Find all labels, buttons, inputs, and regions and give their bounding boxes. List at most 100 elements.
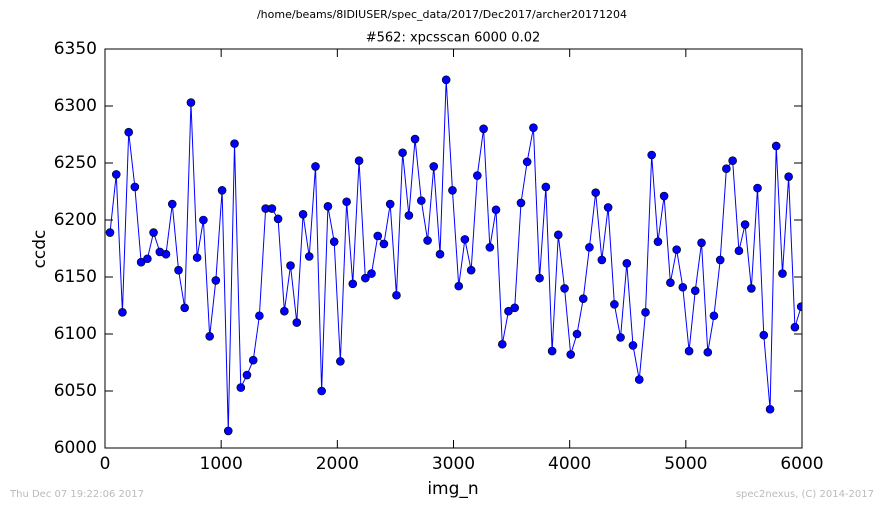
- data-point: [317, 386, 326, 396]
- data-point: [784, 172, 793, 181]
- data-point: [361, 273, 370, 283]
- x-axis-label: img_n: [427, 479, 478, 499]
- y-tick-label: 6000: [54, 438, 97, 458]
- data-point: [634, 375, 644, 384]
- data-point: [323, 202, 333, 211]
- data-point: [242, 370, 252, 380]
- data-point: [118, 308, 127, 317]
- data-point: [211, 276, 221, 285]
- data-point: [248, 355, 258, 365]
- y-axis-label: ccdc: [30, 230, 50, 269]
- data-point: [628, 341, 638, 350]
- data-point: [329, 237, 339, 246]
- x-tick-label: 4000: [548, 454, 591, 474]
- data-point: [603, 203, 613, 212]
- data-point: [684, 346, 694, 356]
- y-tick-label: 6250: [54, 153, 97, 173]
- data-point: [597, 255, 607, 265]
- data-point: [765, 404, 775, 414]
- data-point: [690, 286, 700, 295]
- data-point: [130, 182, 140, 192]
- data-point: [790, 322, 800, 332]
- data-point: [460, 235, 470, 244]
- data-point: [641, 308, 650, 317]
- x-tick-label: 3000: [432, 454, 475, 474]
- data-point: [703, 347, 713, 357]
- data-point: [379, 239, 389, 249]
- data-point: [516, 198, 526, 208]
- data-point: [417, 196, 426, 205]
- data-point: [435, 249, 445, 259]
- x-tick-label: 6000: [780, 454, 823, 474]
- data-point: [759, 330, 769, 340]
- data-point: [385, 199, 395, 209]
- data-point: [771, 141, 781, 151]
- data-point: [659, 191, 669, 201]
- data-point: [267, 204, 277, 213]
- data-point: [124, 127, 133, 137]
- data-point: [747, 284, 756, 293]
- x-tick-label: 2000: [316, 454, 359, 474]
- data-point: [336, 357, 345, 366]
- data-point: [149, 228, 158, 237]
- data-point: [143, 254, 152, 264]
- data-point: [485, 243, 495, 252]
- data-point: [392, 290, 401, 300]
- data-point: [610, 300, 619, 309]
- data-point: [510, 303, 520, 313]
- data-point: [616, 333, 625, 342]
- data-point: [304, 252, 314, 261]
- data-point: [354, 156, 364, 166]
- data-point: [311, 162, 320, 171]
- data-point: [479, 124, 488, 134]
- data-point: [404, 211, 414, 220]
- data-point: [678, 282, 688, 292]
- data-point: [342, 197, 351, 207]
- data-point: [255, 311, 264, 321]
- data-point: [722, 164, 731, 173]
- data-point: [454, 281, 464, 291]
- data-point: [473, 171, 482, 180]
- data-point: [553, 230, 563, 240]
- data-point: [286, 261, 295, 270]
- data-point: [572, 329, 582, 339]
- data-point: [205, 331, 214, 341]
- data-point: [753, 183, 762, 193]
- data-point: [236, 383, 246, 392]
- data-point: [348, 279, 358, 289]
- x-tick-label: 5000: [664, 454, 707, 474]
- data-point: [566, 350, 576, 359]
- data-point: [715, 255, 725, 265]
- data-point: [429, 162, 439, 171]
- data-point: [535, 273, 544, 283]
- chart-title: #562: xpcsscan 6000 0.02: [366, 31, 541, 46]
- data-point: [466, 265, 476, 275]
- data-point: [622, 259, 632, 268]
- data-point: [448, 186, 457, 195]
- data-point: [728, 156, 737, 166]
- data-point: [167, 199, 177, 209]
- suptitle: /home/beams/8IDIUSER/spec_data/2017/Dec2…: [257, 8, 627, 21]
- y-tick-label: 6200: [54, 210, 97, 230]
- data-point: [666, 278, 675, 288]
- data-point: [192, 253, 202, 262]
- data-point: [740, 220, 750, 229]
- data-point: [441, 75, 451, 85]
- data-point: [578, 294, 588, 303]
- data-point: [591, 188, 600, 197]
- data-point: [560, 284, 569, 293]
- data-point: [653, 237, 663, 246]
- data-point: [796, 302, 802, 311]
- data-point: [292, 318, 302, 327]
- data-point: [734, 246, 744, 256]
- data-point: [105, 228, 115, 237]
- data-point: [230, 139, 239, 148]
- data-point: [529, 123, 538, 132]
- data-point: [672, 245, 681, 254]
- data-point: [647, 150, 656, 160]
- data-line: [109, 79, 802, 431]
- data-point: [398, 148, 407, 158]
- data-point: [373, 231, 383, 241]
- data-point: [423, 236, 432, 245]
